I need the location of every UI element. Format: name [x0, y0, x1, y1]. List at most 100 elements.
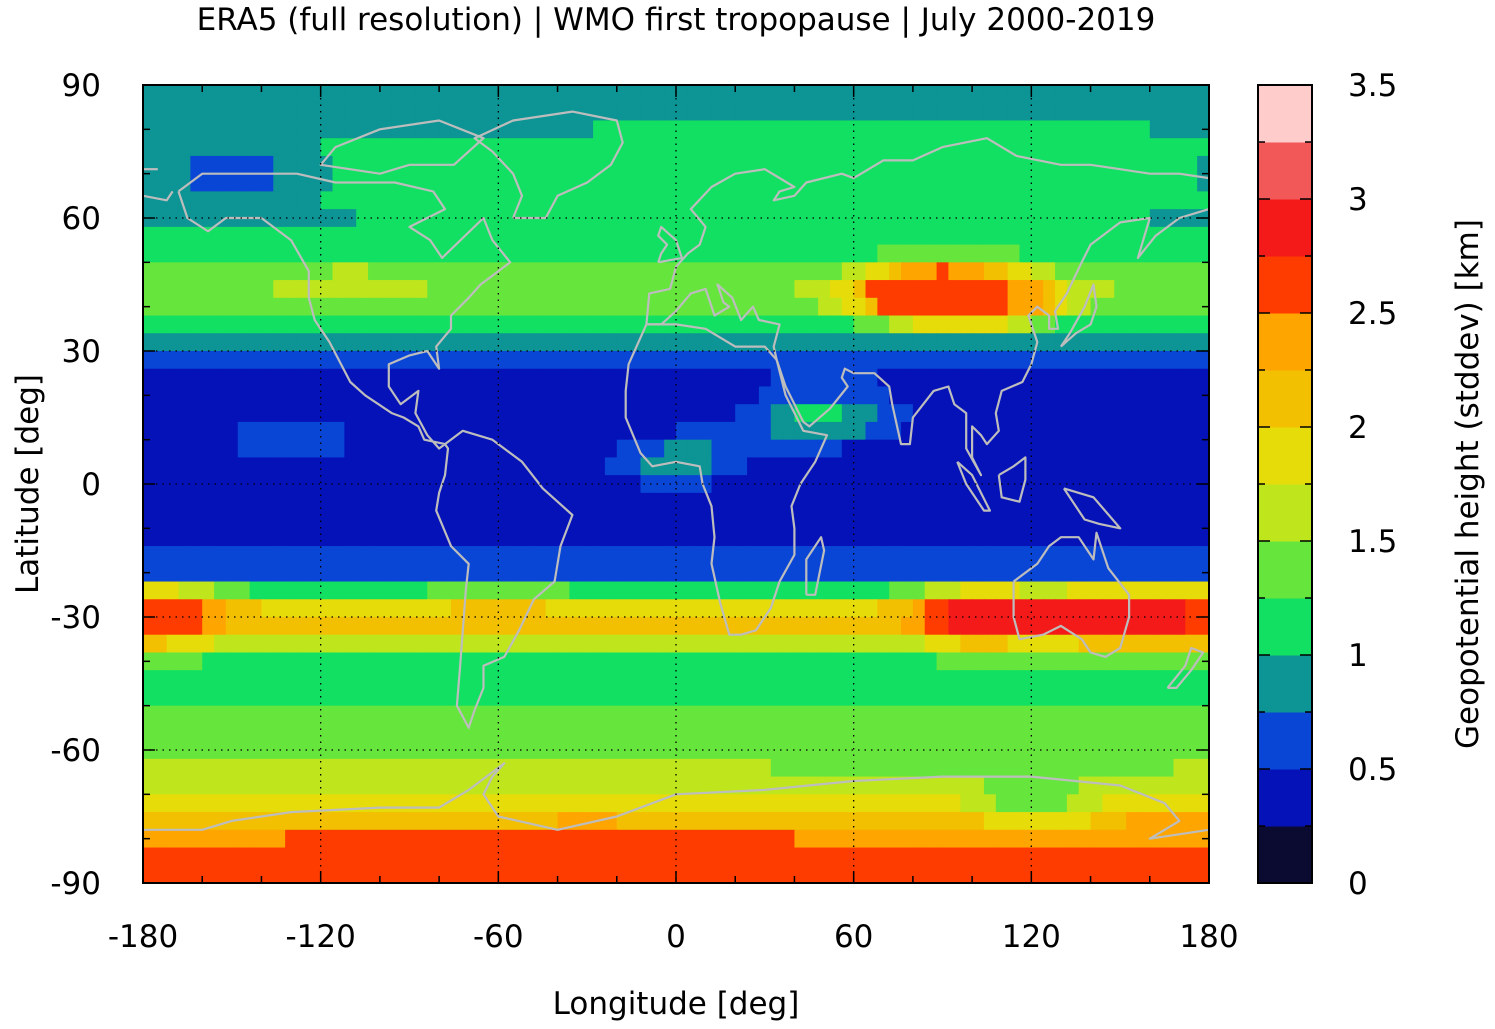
heatmap-cell [747, 226, 760, 246]
heatmap-cell [747, 563, 760, 583]
heatmap-cell [664, 404, 677, 423]
heatmap-cell [1126, 865, 1139, 883]
heatmap-cell [818, 191, 831, 210]
heatmap-cell [1007, 102, 1021, 122]
heatmap-cell [664, 138, 677, 157]
heatmap-cell [143, 599, 156, 618]
heatmap-cell [237, 634, 251, 654]
heatmap-cell [640, 723, 653, 742]
heatmap-cell [747, 457, 760, 476]
heatmap-cell [1090, 705, 1103, 724]
heatmap-cell [829, 741, 843, 760]
heatmap-cell [841, 546, 855, 565]
heatmap-cell [723, 439, 736, 458]
heatmap-cell [699, 386, 713, 405]
heatmap-cell [1043, 102, 1056, 122]
heatmap-cell [628, 297, 642, 317]
heatmap-cell [901, 723, 914, 742]
heatmap-cell [368, 439, 381, 458]
heatmap-cell [983, 297, 997, 317]
heatmap-cell [474, 475, 488, 494]
heatmap-cell [1007, 563, 1021, 583]
heatmap-cell [545, 705, 559, 724]
heatmap-cell [747, 776, 760, 795]
heatmap-cell [865, 386, 878, 405]
heatmap-cell [308, 368, 322, 388]
heatmap-cell [202, 155, 215, 175]
heatmap-cell [545, 280, 559, 299]
heatmap-cell [581, 226, 594, 246]
heatmap-cell [770, 829, 784, 849]
heatmap-cell [983, 368, 997, 388]
heatmap-cell [865, 794, 878, 813]
heatmap-cell [664, 617, 677, 636]
heatmap-cell [533, 829, 547, 849]
heatmap-cell [320, 262, 334, 281]
heatmap-cell [498, 173, 511, 192]
heatmap-cell [356, 776, 369, 795]
heatmap-cell [818, 457, 831, 476]
heatmap-cell [948, 138, 961, 157]
heatmap-cell [510, 776, 523, 795]
heatmap-cell [687, 492, 701, 512]
heatmap-cell [237, 776, 251, 795]
heatmap-cell [261, 652, 274, 671]
heatmap-cell [593, 847, 606, 866]
heatmap-cell [829, 351, 843, 370]
heatmap-cell [1149, 634, 1163, 654]
heatmap-cell [439, 741, 452, 760]
heatmap-cell [877, 492, 890, 512]
heatmap-cell [806, 723, 819, 742]
heatmap-cell [735, 173, 748, 192]
heatmap-cell [1055, 226, 1068, 246]
heatmap-cell [829, 262, 843, 281]
heatmap-cell [557, 244, 570, 263]
heatmap-cell [1066, 85, 1080, 104]
heatmap-cell [1185, 546, 1198, 565]
heatmap-cell [604, 758, 618, 778]
heatmap-cell [190, 191, 203, 210]
heatmap-cell [747, 475, 760, 494]
heatmap-cell [344, 457, 357, 476]
heatmap-cell [948, 404, 961, 423]
heatmap-cell [522, 475, 535, 494]
heatmap-cell [877, 173, 890, 192]
heatmap-cell [415, 865, 428, 883]
heatmap-cell [510, 333, 523, 352]
heatmap-cell [522, 404, 535, 423]
heatmap-cell [214, 563, 227, 583]
heatmap-cell [770, 758, 784, 778]
heatmap-cell [1078, 173, 1092, 192]
heatmap-cell [1007, 741, 1021, 760]
heatmap-cell [1126, 439, 1139, 458]
heatmap-cell [190, 226, 203, 246]
heatmap-cell [664, 758, 677, 778]
heatmap-cell [450, 280, 464, 299]
heatmap-cell [877, 226, 890, 246]
heatmap-cell [1137, 120, 1151, 139]
heatmap-cell [912, 439, 926, 458]
heatmap-cell [391, 297, 405, 317]
heatmap-cell [901, 776, 914, 795]
heatmap-cell [995, 333, 1009, 352]
heatmap-cell [545, 829, 559, 849]
heatmap-cell [1137, 723, 1151, 742]
heatmap-cell [332, 599, 345, 618]
heatmap-cell [249, 120, 263, 139]
heatmap-cell [912, 209, 926, 228]
heatmap-cell [237, 280, 251, 299]
heatmap-cell [853, 528, 867, 547]
heatmap-cell [806, 333, 819, 352]
heatmap-cell [758, 351, 772, 370]
heatmap-cell [285, 155, 298, 175]
heatmap-cell [249, 510, 263, 529]
heatmap-cell [344, 705, 357, 724]
heatmap-cell [225, 280, 239, 299]
heatmap-cell [711, 209, 724, 228]
heatmap-cell [912, 315, 926, 334]
heatmap-cell [557, 776, 570, 795]
heatmap-cell [498, 351, 511, 370]
coastlines [143, 110, 1209, 840]
heatmap-cell [1102, 120, 1115, 139]
heatmap-cell [1078, 404, 1092, 423]
